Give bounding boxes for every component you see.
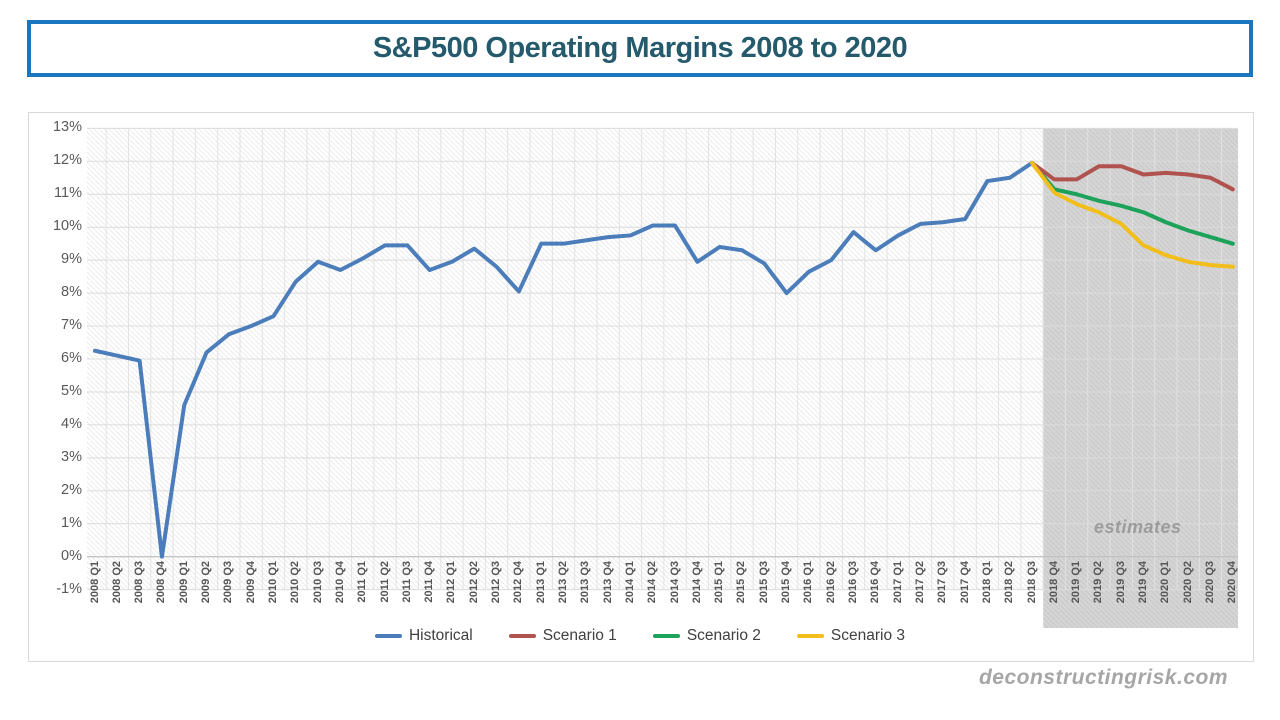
x-axis-tick-label: 2015 Q1 xyxy=(713,561,726,604)
y-axis-tick-label: 6% xyxy=(61,350,82,366)
x-axis-tick-label: 2013 Q4 xyxy=(601,561,614,604)
x-axis-tick-label: 2009 Q1 xyxy=(177,561,190,604)
legend-label-scenario-2: Scenario 2 xyxy=(686,627,761,644)
x-axis-tick-label: 2017 Q3 xyxy=(936,561,949,604)
legend-label-scenario-3: Scenario 3 xyxy=(830,627,906,644)
x-axis-tick-label: 2011 Q4 xyxy=(423,561,436,603)
x-axis-tick-label: 2020 Q1 xyxy=(1159,561,1172,604)
x-axis-tick-label: 2011 Q1 xyxy=(356,561,369,603)
x-axis-tick-label: 2017 Q4 xyxy=(958,561,971,604)
y-axis-tick-label: -1% xyxy=(56,580,82,597)
x-axis-tick-label: 2014 Q3 xyxy=(668,561,681,604)
y-axis-tick-label: 7% xyxy=(61,317,82,334)
y-axis-tick-label: 9% xyxy=(61,251,82,268)
x-axis-tick-label: 2019 Q4 xyxy=(1137,561,1150,604)
y-axis-tick-label: 12% xyxy=(52,152,82,169)
x-axis-tick-label: 2011 Q2 xyxy=(378,561,391,603)
x-axis-tick-label: 2010 Q3 xyxy=(311,561,324,604)
x-axis-tick-label: 2018 Q3 xyxy=(1025,561,1038,604)
x-axis-tick-label: 2009 Q4 xyxy=(244,561,257,604)
x-axis-tick-label: 2008 Q1 xyxy=(88,561,101,604)
x-axis-tick-label: 2013 Q1 xyxy=(534,561,547,604)
legend-swatch-scenario-1 xyxy=(508,633,536,639)
y-axis-tick-label: 1% xyxy=(61,514,82,531)
x-axis-tick-label: 2012 Q3 xyxy=(490,561,503,604)
x-axis-tick-label: 2016 Q1 xyxy=(802,561,815,604)
x-axis-tick-label: 2020 Q3 xyxy=(1204,561,1216,604)
x-axis-tick-label: 2008 Q3 xyxy=(133,561,146,604)
x-axis-tick-label: 2019 Q2 xyxy=(1092,561,1105,604)
page-title: S&P500 Operating Margins 2008 to 2020 xyxy=(372,32,908,64)
estimates-label: estimates xyxy=(1094,517,1182,537)
x-axis-tick-label: 2019 Q3 xyxy=(1114,561,1127,604)
y-axis-tick-label: 3% xyxy=(61,448,82,465)
x-axis-tick-label: 2018 Q4 xyxy=(1047,561,1060,604)
x-axis-tick-label: 2019 Q1 xyxy=(1070,561,1083,604)
y-axis-tick-label: 10% xyxy=(52,218,82,235)
chart-title-box: S&P500 Operating Margins 2008 to 2020 xyxy=(27,20,1253,77)
legend-item-scenario-1: Scenario 1 xyxy=(508,627,617,645)
x-axis-tick-label: 2018 Q1 xyxy=(980,561,993,604)
x-axis-tick-label: 2008 Q2 xyxy=(110,561,123,604)
x-axis-tick-label: 2009 Q2 xyxy=(200,561,213,604)
legend-item-historical: Historical xyxy=(374,627,473,645)
legend-item-scenario-3: Scenario 3 xyxy=(796,627,906,645)
x-axis-tick-label: 2015 Q2 xyxy=(735,561,748,604)
x-axis-tick-label: 2009 Q3 xyxy=(222,561,235,604)
legend-swatch-scenario-3 xyxy=(796,633,824,639)
y-axis-tick-label: 4% xyxy=(61,415,82,432)
x-axis-tick-label: 2016 Q2 xyxy=(824,561,837,604)
y-axis-tick-label: 13% xyxy=(52,119,82,136)
x-axis-tick-label: 2020 Q2 xyxy=(1181,561,1194,604)
watermark: deconstructingrisk.com xyxy=(978,666,1228,689)
x-axis-tick-label: 2011 Q3 xyxy=(400,561,413,603)
x-axis-tick-label: 2014 Q4 xyxy=(690,561,703,604)
x-axis-tick-label: 2013 Q2 xyxy=(557,561,569,604)
x-axis-tick-label: 2016 Q3 xyxy=(847,561,860,604)
legend-item-scenario-2: Scenario 2 xyxy=(652,627,761,645)
x-axis-tick-label: 2012 Q2 xyxy=(467,561,480,604)
x-axis-tick-label: 2014 Q1 xyxy=(623,561,636,604)
legend-label-historical: Historical xyxy=(408,627,473,644)
x-axis-tick-label: 2020 Q4 xyxy=(1226,561,1239,604)
y-axis-tick-label: 0% xyxy=(61,547,82,564)
legend-label-scenario-1: Scenario 1 xyxy=(542,627,617,644)
x-axis-tick-label: 2015 Q4 xyxy=(780,561,793,604)
legend-swatch-scenario-2 xyxy=(652,633,680,639)
x-axis-tick-label: 2010 Q1 xyxy=(266,561,279,604)
y-axis-tick-label: 8% xyxy=(61,284,82,301)
x-axis-tick-label: 2014 Q2 xyxy=(646,561,659,604)
x-axis-tick-label: 2012 Q1 xyxy=(445,561,458,604)
x-axis-tick-label: 2010 Q4 xyxy=(333,561,346,604)
x-axis-tick-label: 2018 Q2 xyxy=(1003,561,1016,604)
x-axis-tick-label: 2016 Q4 xyxy=(869,561,882,604)
x-axis-tick-label: 2013 Q3 xyxy=(579,561,592,604)
x-axis-tick-label: 2017 Q2 xyxy=(913,561,926,604)
x-axis-tick-label: 2017 Q1 xyxy=(891,561,904,604)
legend: Historical Scenario 1 Scenario 2 Scenario 3 xyxy=(0,627,1280,645)
x-axis-tick-label: 2008 Q4 xyxy=(155,561,168,604)
x-axis-tick-label: 2010 Q2 xyxy=(289,561,302,604)
x-axis-tick-label: 2012 Q4 xyxy=(512,561,525,604)
legend-swatch-historical xyxy=(374,633,402,639)
y-axis-tick-label: 11% xyxy=(54,185,82,202)
y-axis-tick-label: 5% xyxy=(61,382,82,399)
y-axis-tick-label: 2% xyxy=(61,481,82,498)
x-axis-tick-label: 2015 Q3 xyxy=(757,561,770,604)
